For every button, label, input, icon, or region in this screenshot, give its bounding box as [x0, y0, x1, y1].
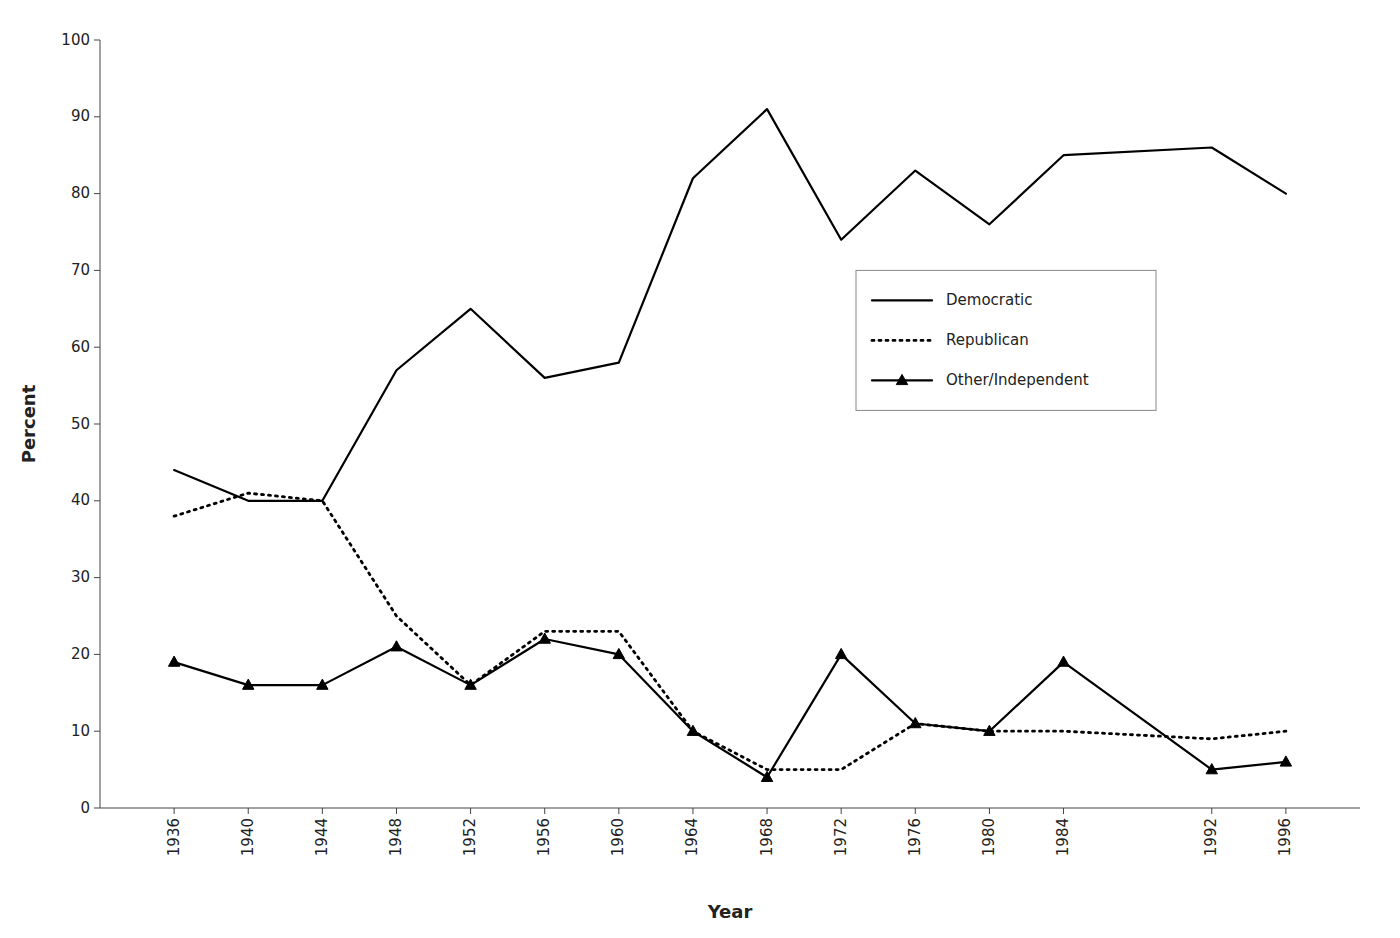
y-tick: [94, 424, 100, 425]
y-tick: [94, 500, 100, 501]
x-tick: [544, 808, 545, 814]
point-marker: [984, 725, 995, 735]
point-marker: [613, 648, 624, 658]
x-tick-label: 1968: [758, 818, 776, 856]
x-tick: [767, 808, 768, 814]
chart: 0 10 20 30 40 50 60 70 80 90 100 1936 1940 1944 1948 19…: [0, 0, 1400, 938]
y-tick: [94, 808, 100, 809]
x-tick-label: 1972: [832, 818, 850, 856]
y-tick-label: 50: [71, 415, 90, 433]
x-tick: [174, 808, 175, 814]
y-tick-label: 100: [61, 31, 90, 49]
y-tick: [94, 731, 100, 732]
point-marker: [243, 679, 254, 689]
y-tick: [94, 270, 100, 271]
x-tick-label: 1952: [461, 818, 479, 856]
y-tick: [94, 116, 100, 117]
plot-area: [168, 109, 1291, 781]
y-tick: [94, 654, 100, 655]
y-tick: [94, 347, 100, 348]
y-tick-label: 10: [71, 722, 90, 740]
point-marker: [761, 771, 772, 781]
x-tick-label: 1960: [609, 818, 627, 856]
point-marker: [687, 725, 698, 735]
x-tick: [396, 808, 397, 814]
x-tick-label: 1984: [1054, 818, 1072, 856]
y-tick: [94, 577, 100, 578]
y-tick-label: 30: [71, 568, 90, 586]
x-tick: [248, 808, 249, 814]
point-marker: [1058, 656, 1069, 666]
x-tick-label: 1948: [387, 818, 405, 856]
x-tick: [322, 808, 323, 814]
point-marker: [168, 656, 179, 666]
point-marker: [317, 679, 328, 689]
x-axis: [100, 808, 1360, 809]
x-tick-label: 1936: [165, 818, 183, 856]
point-marker: [391, 641, 402, 651]
x-tick: [692, 808, 693, 814]
x-tick-label: 1956: [535, 818, 553, 856]
y-tick-label: 80: [71, 184, 90, 202]
x-tick-label: 1996: [1276, 818, 1294, 856]
legend-box: [856, 270, 1156, 410]
y-tick-label: 60: [71, 338, 90, 356]
series-line: [174, 109, 1286, 501]
y-tick: [94, 193, 100, 194]
x-tick: [1211, 808, 1212, 814]
point-marker: [910, 718, 921, 728]
legend-swatch: [872, 299, 932, 301]
y-tick-label: 40: [71, 491, 90, 509]
y-axis-label: Percent: [18, 384, 39, 463]
y-tick: [94, 40, 100, 41]
y-tick-label: 70: [71, 261, 90, 279]
x-tick: [618, 808, 619, 814]
x-tick-label: 1944: [313, 818, 331, 856]
series-line: [174, 493, 1286, 769]
legend-label: Other/Independent: [946, 371, 1089, 389]
point-marker: [1206, 764, 1217, 774]
series-line: [174, 639, 1286, 777]
x-tick-label: 1980: [980, 818, 998, 856]
legend-swatch: [872, 339, 932, 342]
x-tick: [841, 808, 842, 814]
point-marker: [539, 633, 550, 643]
legend-marker: [896, 374, 907, 384]
point-marker: [465, 679, 476, 689]
x-tick: [1063, 808, 1064, 814]
x-tick: [1285, 808, 1286, 814]
legend-label: Democratic: [946, 291, 1032, 309]
x-tick: [989, 808, 990, 814]
point-marker: [835, 648, 846, 658]
x-tick: [915, 808, 916, 814]
point-marker: [1280, 756, 1291, 766]
x-axis-label: Year: [707, 901, 753, 922]
x-tick-label: 1940: [239, 818, 257, 856]
legend: Democratic Republican Other/Independent: [856, 270, 1156, 410]
legend-label: Republican: [946, 331, 1029, 349]
y-tick-label: 0: [80, 799, 90, 817]
x-tick: [470, 808, 471, 814]
y-tick-label: 90: [71, 107, 90, 125]
y-tick-label: 20: [71, 645, 90, 663]
x-tick-label: 1976: [906, 818, 924, 856]
x-tick-label: 1964: [683, 818, 701, 856]
x-tick-label: 1992: [1202, 818, 1220, 856]
